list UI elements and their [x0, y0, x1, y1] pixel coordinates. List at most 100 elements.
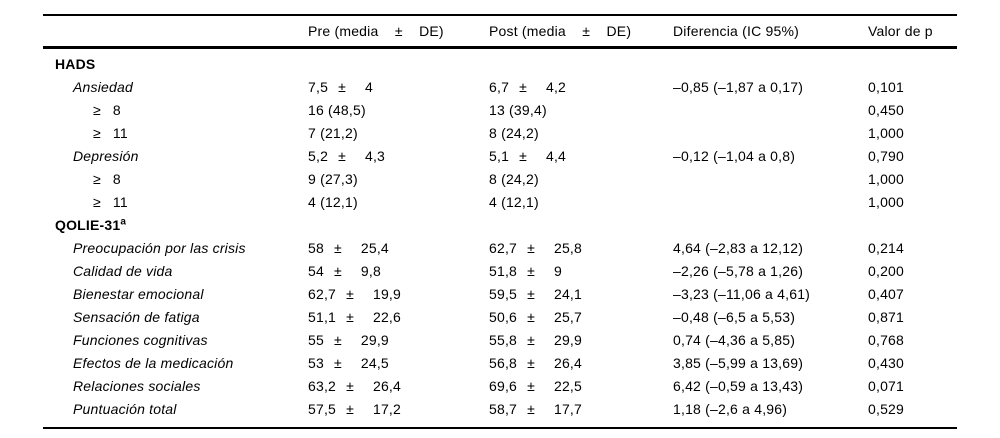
count-value: 8 (24,2): [489, 124, 539, 141]
row-label: Sensación de fatiga: [43, 305, 308, 328]
mean-value: 58: [308, 239, 324, 256]
cell-p: [868, 213, 957, 236]
count-value: 8 (24,2): [489, 170, 539, 187]
cell-p: 0,071: [868, 374, 957, 397]
p-value: 0,768: [868, 331, 905, 348]
row-label: Preocupación por las crisis: [43, 236, 308, 259]
cell-pre: 9 (27,3): [308, 167, 489, 190]
cutoff-value: 8: [112, 170, 121, 187]
cell-diff: 1,18 (–2,6 a 4,96): [673, 397, 868, 428]
plus-minus-symbol: ±: [333, 354, 342, 371]
item-label: Puntuación total: [73, 400, 177, 417]
cell-diff: [673, 213, 868, 236]
sd-value: 17,7: [553, 400, 583, 417]
cell-diff: 6,42 (–0,59 a 13,43): [673, 374, 868, 397]
item-label: Ansiedad: [73, 78, 133, 95]
cell-post: 69,6 ±22,5: [489, 374, 673, 397]
sd-value: 26,4: [372, 377, 402, 394]
cell-post: [489, 48, 673, 76]
mean-value: 56,8: [489, 354, 518, 371]
mean-value: 5,1: [489, 147, 510, 164]
cell-pre: [308, 213, 489, 236]
ge-symbol: ≥: [93, 124, 101, 141]
item-label: Relaciones sociales: [73, 377, 201, 394]
mean-value: 62,7: [489, 239, 518, 256]
item-label: Sensación de fatiga: [73, 308, 200, 325]
mean-value: 69,6: [489, 377, 518, 394]
col-header-pre: Pre (media ± DE): [308, 15, 489, 49]
cell-pre: 7,5 ±4: [308, 75, 489, 98]
item-label: Preocupación por las crisis: [73, 239, 246, 256]
diff-value: 1,18 (–2,6 a 4,96): [673, 400, 788, 417]
count-value: 4 (12,1): [308, 193, 358, 210]
row-label: Relaciones sociales: [43, 374, 308, 397]
cell-p: 0,790: [868, 144, 957, 167]
plus-minus-symbol: ±: [338, 78, 346, 95]
ge-symbol: ≥: [93, 170, 101, 187]
cell-diff: [673, 98, 868, 121]
plus-minus-symbol: ±: [527, 354, 535, 371]
p-value: 0,871: [868, 308, 905, 325]
p-value: 0,071: [868, 377, 905, 394]
count-value: 7 (21,2): [308, 124, 358, 141]
cutoff-value: 11: [112, 124, 128, 141]
row-label: Depresión: [43, 144, 308, 167]
table-row: ≥11 4 (12,1) 4 (12,1) 1,000: [43, 190, 957, 213]
row-label: ≥8: [43, 98, 308, 121]
row-label: Ansiedad: [43, 75, 308, 98]
sd-value: 24,5: [360, 354, 389, 371]
diff-value: –2,26 (–5,78 a 1,26): [673, 262, 804, 279]
sd-value: 29,9: [360, 331, 389, 348]
header-row: Pre (media ± DE) Post (media ± DE) Difer…: [43, 15, 957, 49]
table-row: ≥8 9 (27,3) 8 (24,2) 1,000: [43, 167, 957, 190]
p-value: 0,407: [868, 285, 905, 302]
cell-post: 59,5 ±24,1: [489, 282, 673, 305]
p-value: 0,101: [868, 78, 905, 95]
plus-minus-symbol: ±: [519, 78, 527, 95]
cell-post: 8 (24,2): [489, 167, 673, 190]
mean-value: 55: [308, 331, 324, 348]
mean-value: 51,1: [308, 308, 337, 325]
mean-value: 59,5: [489, 285, 518, 302]
footnote-marker: a: [120, 215, 127, 227]
plus-minus-symbol: ±: [346, 308, 354, 325]
mean-value: 55,8: [489, 331, 518, 348]
item-label: Depresión: [73, 147, 139, 164]
table-row: Depresión 5,2 ±4,3 5,1 ±4,4 –0,12 (–1,04 a 0,…: [43, 144, 957, 167]
sd-value: 22,5: [553, 377, 583, 394]
count-value: 16 (48,5): [308, 101, 366, 118]
diff-value: 4,64 (–2,83 a 12,12): [673, 239, 804, 256]
sd-value: 29,9: [553, 331, 583, 348]
count-value: 4 (12,1): [489, 193, 539, 210]
mean-value: 53: [308, 354, 324, 371]
row-label: ≥11: [43, 121, 308, 144]
cell-post: 50,6 ±25,7: [489, 305, 673, 328]
col-header-valor-p: Valor de p: [868, 15, 957, 49]
p-value: 0,430: [868, 354, 905, 371]
diff-value: –0,48 (–6,5 a 5,53): [673, 308, 796, 325]
plus-minus-symbol: ±: [333, 262, 342, 279]
row-label: Efectos de la medicación: [43, 351, 308, 374]
plus-minus-symbol: ±: [346, 400, 354, 417]
cell-pre: 62,7 ±19,9: [308, 282, 489, 305]
table-row: Ansiedad 7,5 ±4 6,7 ±4,2 –0,85 (–1,87 a 0,17)…: [43, 75, 957, 98]
cell-pre: 5,2 ±4,3: [308, 144, 489, 167]
plus-minus-symbol: ±: [333, 331, 342, 348]
row-label: Calidad de vida: [43, 259, 308, 282]
table-row: QOLIE-31a: [43, 213, 957, 236]
diff-value: 6,42 (–0,59 a 13,43): [673, 377, 804, 394]
item-label: Efectos de la medicación: [73, 354, 234, 371]
p-value: 0,529: [868, 400, 905, 417]
cell-p: 0,768: [868, 328, 957, 351]
table-row: Preocupación por las crisis 58 ±25,4 62,7 ±2…: [43, 236, 957, 259]
sd-value: 4: [364, 78, 373, 95]
plus-minus-symbol: ±: [527, 239, 535, 256]
cell-post: 55,8 ±29,9: [489, 328, 673, 351]
cell-pre: 4 (12,1): [308, 190, 489, 213]
item-label: Funciones cognitivas: [73, 331, 208, 348]
table-row: Funciones cognitivas 55 ±29,9 55,8 ±29,9 0,74…: [43, 328, 957, 351]
cell-pre: 58 ±25,4: [308, 236, 489, 259]
plus-minus-symbol: ±: [346, 285, 354, 302]
table-row: Calidad de vida 54 ±9,8 51,8 ±9 –2,26 (–5,78 …: [43, 259, 957, 282]
cell-pre: 51,1 ±22,6: [308, 305, 489, 328]
